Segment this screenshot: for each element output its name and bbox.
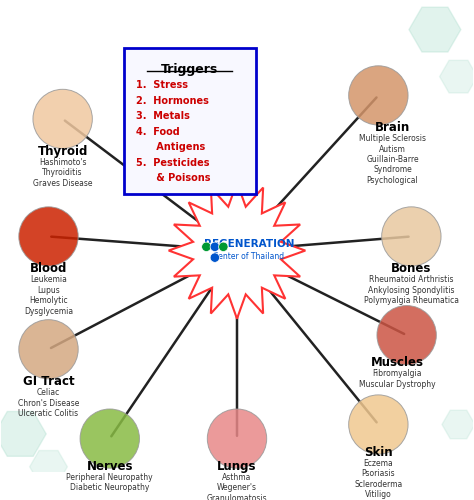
Text: Autism: Autism bbox=[379, 145, 406, 154]
Text: Muscular Dystrophy: Muscular Dystrophy bbox=[359, 380, 436, 389]
Text: Muscles: Muscles bbox=[371, 356, 424, 370]
Text: Multiple Sclerosis: Multiple Sclerosis bbox=[359, 134, 426, 143]
Text: Thyroiditis: Thyroiditis bbox=[42, 168, 83, 177]
Circle shape bbox=[19, 207, 78, 266]
Text: Scleroderma: Scleroderma bbox=[354, 480, 402, 488]
Text: REGENERATION: REGENERATION bbox=[203, 240, 294, 250]
Text: Nerves: Nerves bbox=[87, 460, 133, 473]
FancyBboxPatch shape bbox=[124, 48, 256, 194]
Text: Skin: Skin bbox=[364, 446, 392, 458]
Text: Hashimoto's: Hashimoto's bbox=[39, 158, 86, 167]
Text: Guillain-Barre: Guillain-Barre bbox=[366, 155, 419, 164]
Text: Lupus: Lupus bbox=[37, 286, 60, 295]
Text: Leukemia: Leukemia bbox=[30, 276, 67, 284]
Text: Hemolytic: Hemolytic bbox=[29, 296, 68, 305]
Text: Syndrome: Syndrome bbox=[373, 166, 412, 174]
Text: 2.  Hormones: 2. Hormones bbox=[136, 96, 209, 106]
Circle shape bbox=[210, 242, 219, 252]
Polygon shape bbox=[0, 412, 46, 457]
Text: Vitiligo: Vitiligo bbox=[365, 490, 392, 499]
Text: Rheumatoid Arthristis: Rheumatoid Arthristis bbox=[369, 276, 454, 284]
Circle shape bbox=[33, 90, 92, 148]
Circle shape bbox=[19, 320, 78, 379]
Circle shape bbox=[349, 66, 408, 125]
Text: Blood: Blood bbox=[30, 262, 67, 276]
Text: Psoriasis: Psoriasis bbox=[362, 469, 395, 478]
Text: Triggers: Triggers bbox=[161, 64, 219, 76]
Text: Ulceratic Colitis: Ulceratic Colitis bbox=[18, 409, 79, 418]
Text: 4.  Food: 4. Food bbox=[136, 127, 180, 137]
Text: Eczema: Eczema bbox=[364, 459, 393, 468]
Circle shape bbox=[201, 242, 211, 252]
Text: 3.  Metals: 3. Metals bbox=[136, 112, 190, 122]
Polygon shape bbox=[169, 182, 305, 318]
Text: 1.  Stress: 1. Stress bbox=[136, 80, 188, 90]
Text: GI Tract: GI Tract bbox=[23, 375, 74, 388]
Text: Chron's Disease: Chron's Disease bbox=[18, 398, 79, 407]
Polygon shape bbox=[409, 7, 461, 52]
Circle shape bbox=[349, 395, 408, 454]
Text: 5.  Pesticides: 5. Pesticides bbox=[136, 158, 209, 168]
Text: Diabetic Neuropathy: Diabetic Neuropathy bbox=[70, 484, 149, 492]
Text: Psychological: Psychological bbox=[366, 176, 419, 185]
Text: Dysglycemia: Dysglycemia bbox=[24, 306, 73, 316]
Text: Lungs: Lungs bbox=[217, 460, 257, 473]
Circle shape bbox=[207, 409, 267, 468]
Text: Asthma: Asthma bbox=[222, 473, 252, 482]
Text: Peripheral Neuropathy: Peripheral Neuropathy bbox=[66, 473, 153, 482]
Text: Graves Disease: Graves Disease bbox=[33, 178, 92, 188]
Polygon shape bbox=[439, 60, 474, 93]
Polygon shape bbox=[442, 410, 474, 439]
Text: Polymyalgia Rheumatica: Polymyalgia Rheumatica bbox=[364, 296, 459, 305]
Text: Fibromyalgia: Fibromyalgia bbox=[373, 370, 422, 378]
Circle shape bbox=[219, 242, 228, 252]
Text: Ankylosing Spondylitis: Ankylosing Spondylitis bbox=[368, 286, 455, 295]
Text: Granulomatosis: Granulomatosis bbox=[207, 494, 267, 500]
Text: Bones: Bones bbox=[391, 262, 431, 276]
Polygon shape bbox=[30, 450, 67, 483]
Text: & Poisons: & Poisons bbox=[136, 174, 210, 184]
Text: Celiac: Celiac bbox=[37, 388, 60, 398]
Text: Antigens: Antigens bbox=[136, 142, 205, 152]
Circle shape bbox=[210, 253, 219, 262]
Text: Thyroid: Thyroid bbox=[37, 145, 88, 158]
Circle shape bbox=[377, 306, 437, 365]
Text: Wegener's: Wegener's bbox=[217, 484, 257, 492]
Circle shape bbox=[382, 207, 441, 266]
Circle shape bbox=[80, 409, 139, 468]
Text: Brain: Brain bbox=[375, 122, 410, 134]
Text: Center of Thailand: Center of Thailand bbox=[213, 252, 284, 261]
